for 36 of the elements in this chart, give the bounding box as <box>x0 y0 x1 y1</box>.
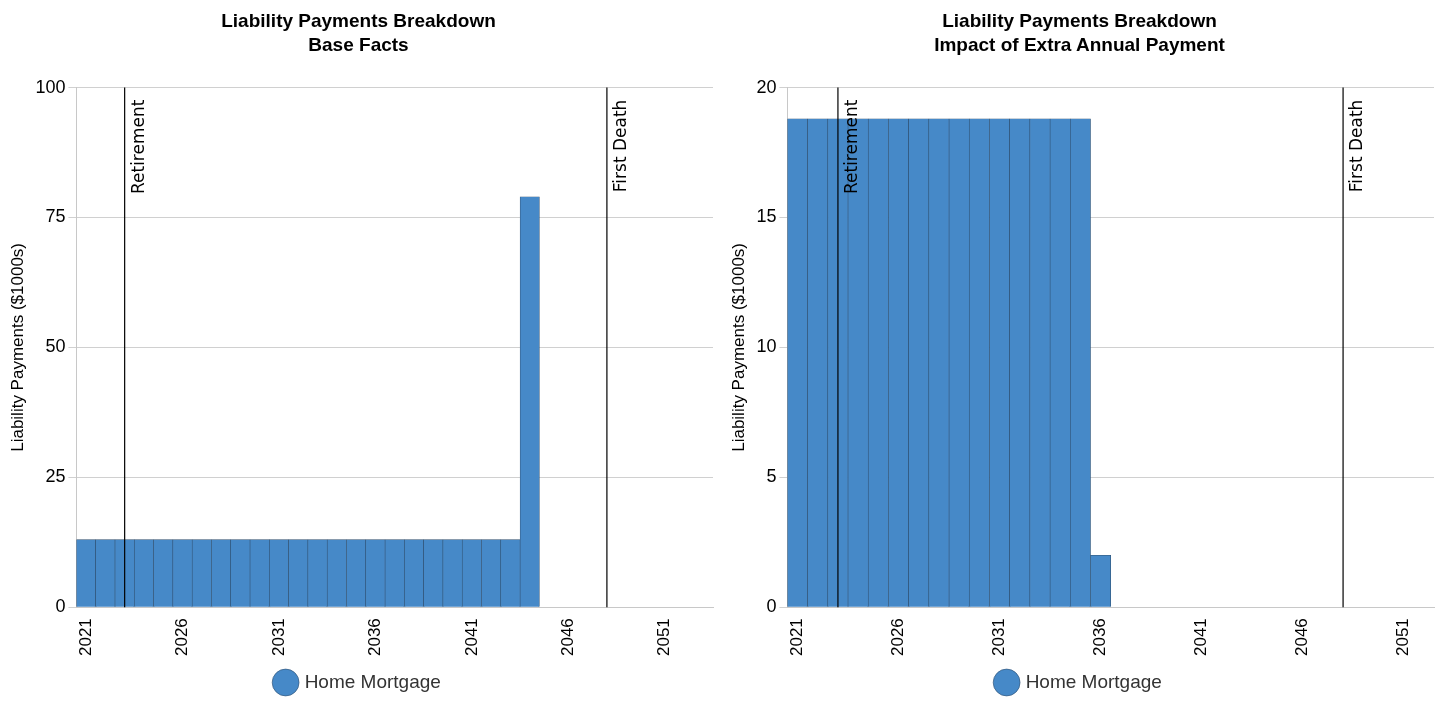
y-tick-label: 15 <box>756 206 777 227</box>
x-tick-label: 2051 <box>654 618 674 657</box>
x-tick-label: 2026 <box>888 618 908 657</box>
y-tick-label: 10 <box>756 336 777 357</box>
y-tick-label: 25 <box>45 466 66 487</box>
x-tick-label: 2051 <box>1393 618 1413 657</box>
y-axis-title: Liability Payments ($1000s) <box>728 242 748 452</box>
x-tick-label: 2041 <box>1191 618 1211 657</box>
ref-line-label: Retirement <box>840 99 861 195</box>
chart-title: Liability Payments Breakdown <box>221 9 496 31</box>
chart-subtitle: Base Facts <box>308 34 409 56</box>
ref-line-label: Retirement <box>127 99 148 195</box>
y-axis-title: Liability Payments ($1000s) <box>7 242 27 452</box>
x-tick-label: 2041 <box>461 618 481 657</box>
legend-label: Home Mortgage <box>304 670 441 692</box>
ref-line-label: First Death <box>609 99 630 193</box>
x-tick-label: 2031 <box>989 618 1009 657</box>
y-tick-label: 50 <box>45 336 66 357</box>
chart-title: Liability Payments Breakdown <box>942 9 1217 31</box>
x-tick-label: 2046 <box>1292 618 1312 657</box>
ref-line-label: First Death <box>1346 99 1366 193</box>
legend-label: Home Mortgage <box>1025 670 1162 692</box>
x-tick-label: 2036 <box>365 618 385 657</box>
y-tick-label: 5 <box>766 466 777 487</box>
y-tick-label: 100 <box>35 76 66 97</box>
x-tick-label: 2031 <box>268 618 288 657</box>
y-tick-label: 0 <box>55 596 66 617</box>
chart-subtitle: Impact of Extra Annual Payment <box>934 34 1226 56</box>
x-tick-label: 2021 <box>75 618 95 657</box>
x-tick-label: 2046 <box>558 618 578 657</box>
y-tick-label: 20 <box>756 76 777 97</box>
y-tick-label: 75 <box>45 206 66 227</box>
x-tick-label: 2026 <box>172 618 192 657</box>
x-tick-label: 2021 <box>787 618 807 657</box>
y-tick-label: 0 <box>766 596 777 617</box>
x-tick-label: 2036 <box>1090 618 1110 657</box>
